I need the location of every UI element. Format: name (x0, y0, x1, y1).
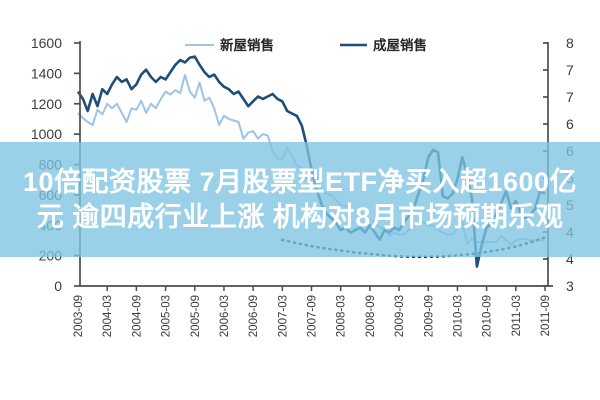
x-axis-tick-label: 2005-09 (190, 295, 202, 337)
legend-label-1: 成屋销售 (373, 37, 427, 53)
x-axis-tick-label: 2010-03 (452, 295, 464, 337)
right-axis-tick-label: 7 (566, 62, 574, 78)
x-axis-tick-label: 2011-09 (540, 295, 552, 336)
headline-overlay-band: 10倍配资股票 7月股票型ETF净买入超1600亿 元 逾四成行业上涨 机构对8… (0, 142, 600, 257)
x-axis-tick-label: 2009-03 (394, 295, 406, 337)
x-axis-tick-label: 2007-03 (277, 295, 289, 337)
left-axis-tick-label: 1000 (31, 126, 62, 142)
x-axis-tick-label: 2009-09 (423, 295, 435, 337)
x-axis-tick-label: 2003-09 (73, 295, 85, 337)
left-axis-tick-label: 0 (54, 278, 62, 294)
x-axis-tick-label: 2008-03 (336, 295, 348, 337)
x-axis-tick-label: 2005-03 (161, 295, 173, 337)
right-axis-tick-label: 4 (566, 251, 574, 267)
x-axis-tick-label: 2010-09 (482, 295, 494, 337)
left-axis-tick-label: 1200 (31, 96, 62, 112)
left-axis-tick-label: 1400 (31, 65, 62, 81)
left-axis-tick-label: 1600 (31, 35, 62, 51)
right-axis-tick-label: 7 (566, 89, 574, 105)
x-axis-tick-label: 2006-03 (219, 295, 231, 337)
right-axis-tick-label: 3 (566, 278, 574, 294)
legend-label-0: 新屋销售 (220, 37, 274, 53)
x-axis-tick-label: 2006-09 (248, 295, 260, 337)
right-axis-tick-label: 8 (566, 35, 574, 51)
headline-text-line-1: 10倍配资股票 7月股票型ETF净买入超1600亿 (22, 166, 578, 197)
headline-text-line-2: 元 逾四成行业上涨 机构对8月市场预期乐观 (36, 201, 564, 232)
x-axis-tick-label: 2011-03 (511, 295, 523, 336)
x-axis-tick-label: 2004-03 (102, 295, 114, 337)
x-axis-tick-label: 2007-09 (307, 295, 319, 337)
x-axis-tick-label: 2004-09 (131, 295, 143, 337)
right-axis-tick-label: 6 (566, 116, 574, 132)
x-axis-tick-label: 2008-09 (365, 295, 377, 337)
